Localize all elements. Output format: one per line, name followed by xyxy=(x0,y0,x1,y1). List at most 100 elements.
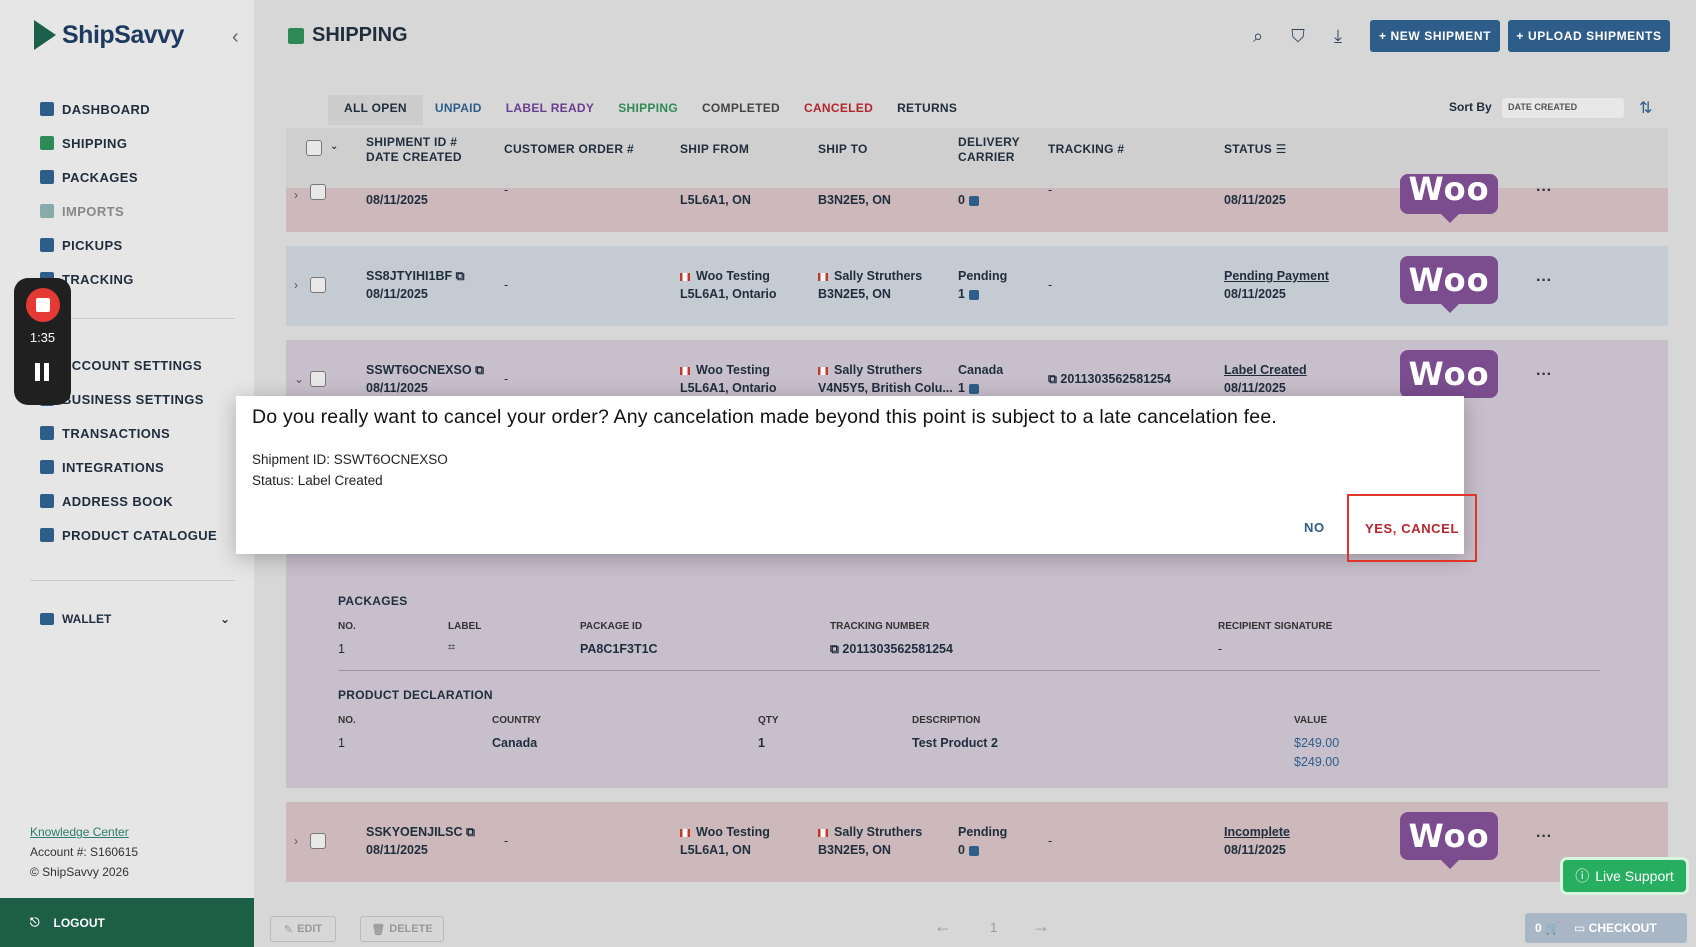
chevron-down-icon: ⌄ xyxy=(219,612,230,626)
decl-col-value: VALUE xyxy=(1294,715,1328,726)
yes-cancel-button[interactable]: YES, CANCEL xyxy=(1347,494,1477,562)
sidebar-item-pickups[interactable]: PICKUPS xyxy=(40,228,217,262)
more-actions-icon[interactable]: ··· xyxy=(1536,828,1552,845)
carrier-count: 0 xyxy=(958,842,979,859)
expand-icon[interactable]: › xyxy=(294,278,298,292)
customer-order: - xyxy=(504,834,509,848)
tab-completed[interactable]: COMPLETED xyxy=(701,101,780,115)
sort-by-select[interactable]: DATE CREATED xyxy=(1502,98,1624,118)
next-page-icon[interactable]: → xyxy=(1032,916,1050,936)
live-support-button[interactable]: ⓘ Live Support xyxy=(1563,860,1686,892)
product-catalogue-icon xyxy=(40,528,54,542)
delivery: Pending xyxy=(958,269,1008,283)
pause-icon[interactable] xyxy=(35,363,51,381)
row-checkbox[interactable] xyxy=(310,277,326,293)
sort-direction-icon[interactable]: ⇅ xyxy=(1639,100,1653,117)
customer-order: - xyxy=(504,183,509,197)
sidebar-item-shipping[interactable]: SHIPPING xyxy=(40,126,217,160)
packages-title: PACKAGES xyxy=(338,594,408,608)
tab-returns[interactable]: RETURNS xyxy=(897,101,958,115)
logo[interactable]: ShipSavvy xyxy=(34,20,184,50)
status-date: 08/11/2025 xyxy=(1224,193,1286,207)
ship-to-address: B3N2E5, ON xyxy=(818,193,891,207)
upload-shipments-button[interactable]: + UPLOAD SHIPMENTS xyxy=(1508,20,1670,52)
col-status[interactable]: STATUS ☰ xyxy=(1224,142,1287,156)
account-number: Account #: S160615 xyxy=(30,845,139,859)
more-actions-icon[interactable]: ··· xyxy=(1536,272,1552,289)
integrations-icon xyxy=(40,460,54,474)
table-row[interactable]: › SS8JTYIHI1BF ⧉ 08/11/2025 - Woo Testin… xyxy=(286,246,1668,326)
download-icon[interactable]: ⤓ xyxy=(1334,26,1342,46)
sidebar-item-label: PRODUCT CATALOGUE xyxy=(62,527,218,543)
col-delivery-carrier[interactable]: DELIVERY CARRIER xyxy=(958,135,1020,164)
table-row[interactable]: › SSKYOENJILSC ⧉ 08/11/2025 - Woo Testin… xyxy=(286,802,1668,882)
sidebar-item-imports[interactable]: IMPORTS xyxy=(40,194,217,228)
canada-flag-icon xyxy=(680,828,690,837)
sidebar-item-integrations[interactable]: INTEGRATIONS xyxy=(40,450,217,484)
knowledge-center-link[interactable]: Knowledge Center xyxy=(30,825,129,839)
tab-label-ready[interactable]: LABEL READY xyxy=(505,101,595,115)
wallet-toggle[interactable]: WALLET ⌄ xyxy=(40,612,230,626)
sidebar-item-dashboard[interactable]: DASHBOARD xyxy=(40,92,217,126)
expand-icon[interactable]: › xyxy=(294,834,298,848)
col-ship-from[interactable]: SHIP FROM xyxy=(680,142,750,156)
label-icon[interactable]: ⌗ xyxy=(448,640,456,654)
col-tracking[interactable]: TRACKING # xyxy=(1048,142,1125,156)
copy-icon[interactable]: ⧉ xyxy=(455,269,465,283)
dialog-shipment-id: Shipment ID: SSWT6OCNEXSO xyxy=(252,452,448,467)
pkg-tracking[interactable]: ⧉ 2011303562581254 xyxy=(830,642,953,656)
sidebar-item-label: DASHBOARD xyxy=(62,101,151,117)
table-row[interactable]: › 08/11/2025 - L5L6A1, ON B3N2E5, ON 0 -… xyxy=(286,173,1668,232)
page-title-text: SHIPPING xyxy=(312,24,408,46)
tab-unpaid[interactable]: UNPAID xyxy=(434,101,482,115)
filter-icon[interactable]: ⛉ xyxy=(1291,26,1305,46)
packages-icon xyxy=(40,170,54,184)
search-icon[interactable]: ⌕ xyxy=(1252,26,1264,46)
tracking-number[interactable]: ⧉ 2011303562581254 xyxy=(1048,372,1171,386)
new-shipment-button[interactable]: + NEW SHIPMENT xyxy=(1370,20,1500,52)
copy-icon[interactable]: ⧉ xyxy=(466,825,475,839)
shipment-id[interactable]: SS8JTYIHI1BF ⧉ xyxy=(366,269,465,283)
carrier-count: 1 xyxy=(958,380,979,397)
tab-canceled[interactable]: CANCELED xyxy=(804,101,874,115)
copy-icon[interactable]: ⧉ xyxy=(475,363,484,377)
shipment-id[interactable]: SSKYOENJILSC ⧉ xyxy=(366,825,475,839)
shipping-icon xyxy=(288,27,304,44)
col-shipment-id[interactable]: SHIPMENT ID # DATE CREATED xyxy=(366,135,462,164)
more-actions-icon[interactable]: ··· xyxy=(1536,182,1552,199)
status-link[interactable]: Pending Payment xyxy=(1224,269,1329,283)
prev-page-icon[interactable]: ← xyxy=(934,916,952,936)
sort-lines-icon[interactable]: ☰ xyxy=(1275,142,1287,156)
col-customer-order[interactable]: CUSTOMER ORDER # xyxy=(504,142,634,156)
tab-all-open[interactable]: ALL OPEN xyxy=(328,95,423,125)
more-actions-icon[interactable]: ··· xyxy=(1536,366,1552,383)
status-link[interactable]: Incomplete xyxy=(1224,825,1290,839)
col-ship-to[interactable]: SHIP TO xyxy=(818,142,868,156)
shipment-id[interactable]: SSWT6OCNEXSO ⧉ xyxy=(366,363,484,377)
decl-total: $249.00 xyxy=(1294,755,1340,769)
select-all-checkbox[interactable] xyxy=(306,140,322,156)
row-checkbox[interactable] xyxy=(310,371,326,387)
checkout-button[interactable]: 0 🛒 ▭ CHECKOUT xyxy=(1525,913,1687,943)
delete-button[interactable]: 🗑 DELETE xyxy=(360,916,444,942)
row-checkbox[interactable] xyxy=(310,833,326,849)
select-all-chevron-icon[interactable]: ⌄ xyxy=(330,141,339,152)
stop-recording-button[interactable] xyxy=(26,288,60,322)
decl-value: $249.00 xyxy=(1294,736,1340,750)
sidebar-item-transactions[interactable]: TRANSACTIONS xyxy=(40,416,217,450)
collapse-icon[interactable]: ⌄ xyxy=(294,372,305,386)
collapse-sidebar-icon[interactable]: ‹ xyxy=(232,26,239,48)
row-checkbox[interactable] xyxy=(310,184,326,200)
page-title: SHIPPING xyxy=(288,24,408,47)
expand-icon[interactable]: › xyxy=(294,188,298,202)
status-link[interactable]: Label Created xyxy=(1224,363,1307,377)
sidebar-item-packages[interactable]: PACKAGES xyxy=(40,160,217,194)
sidebar-item-product-catalogue[interactable]: PRODUCT CATALOGUE xyxy=(40,518,217,552)
sidebar-item-address-book[interactable]: ADDRESS BOOK xyxy=(40,484,217,518)
tab-shipping[interactable]: SHIPPING xyxy=(618,101,678,115)
decl-col-country: COUNTRY xyxy=(492,715,542,726)
no-button[interactable]: NO xyxy=(1304,520,1325,535)
edit-button[interactable]: ✎ EDIT xyxy=(270,916,336,942)
copy-icon: ⧉ xyxy=(830,642,839,656)
logout-button[interactable]: ⎋ LOGOUT xyxy=(0,898,254,947)
